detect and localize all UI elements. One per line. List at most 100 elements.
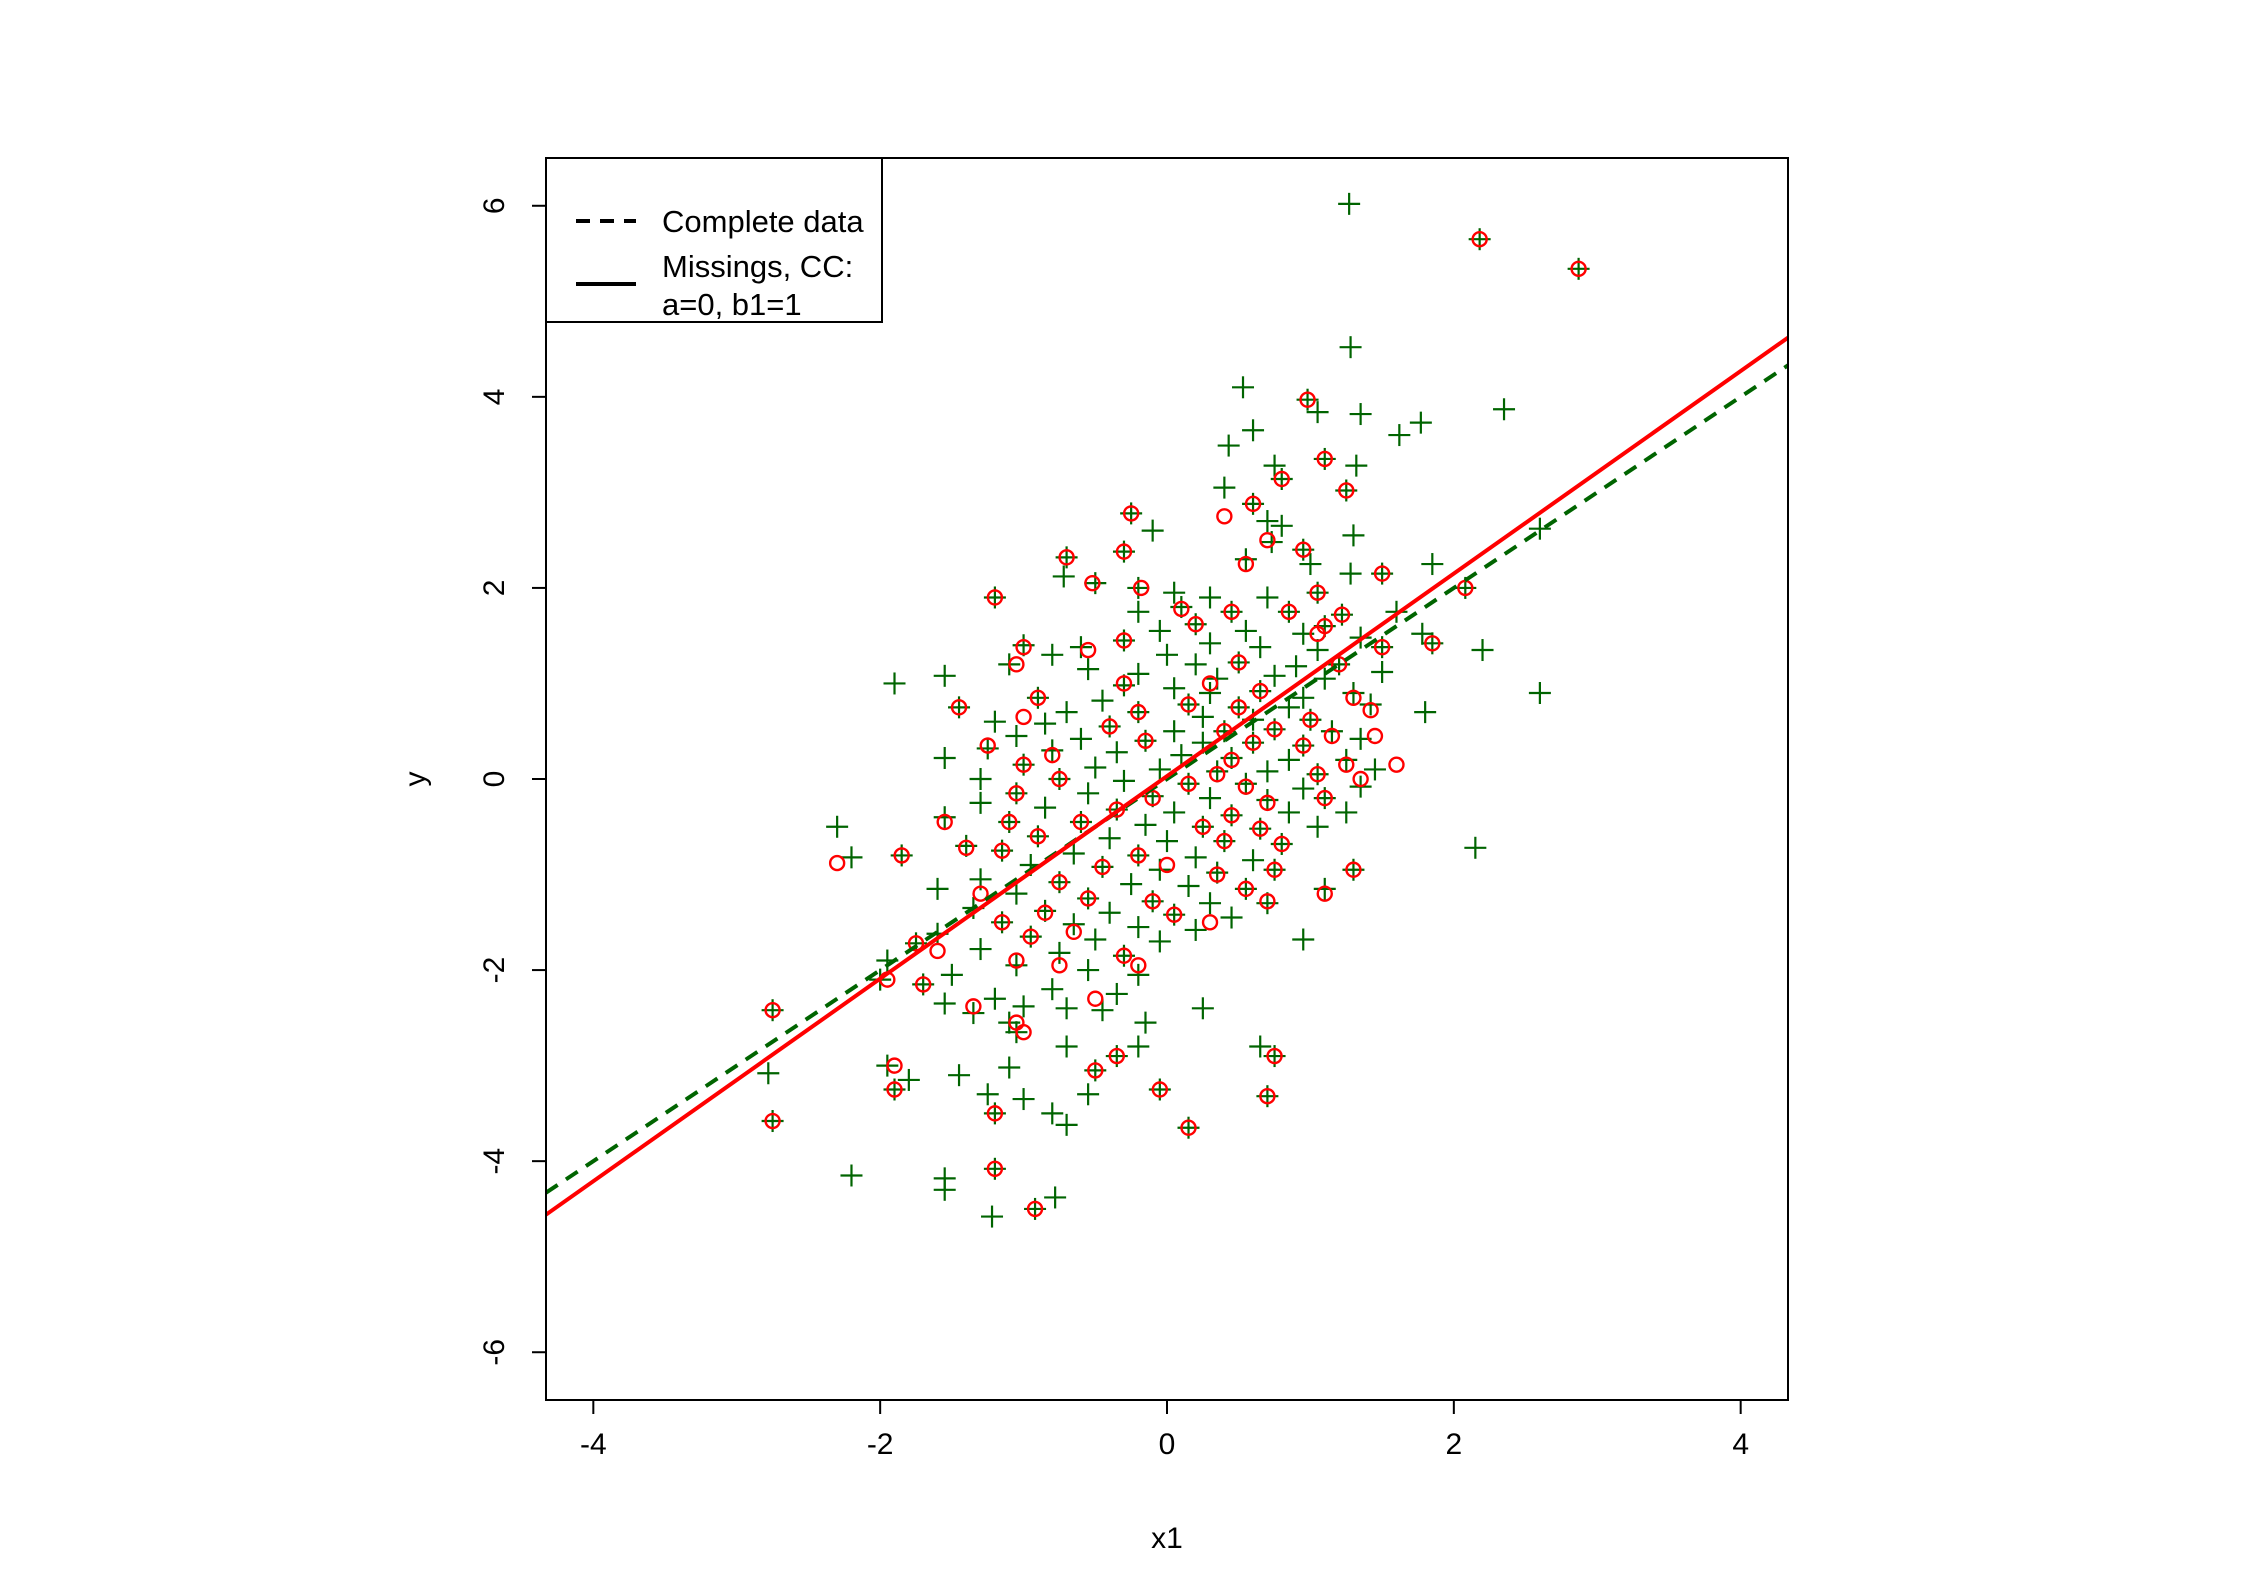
missing-data-point <box>1471 231 1488 248</box>
complete-data-point <box>1184 846 1207 869</box>
complete-data-point <box>1234 548 1257 571</box>
missing-data-point <box>828 854 846 872</box>
complete-data-point <box>1134 813 1157 836</box>
y-axis: -6 -4 -2 0 2 4 6 <box>478 197 547 1366</box>
complete-data-point <box>1220 906 1243 929</box>
complete-data-point <box>1306 815 1329 838</box>
missing-data-point <box>1187 616 1204 633</box>
complete-data-point <box>1388 424 1411 447</box>
complete-data-point <box>840 1164 863 1187</box>
complete-data-point <box>1005 954 1028 977</box>
missing-data-point <box>1273 835 1290 853</box>
complete-data-point <box>1256 510 1279 533</box>
missing-data-point <box>950 699 968 716</box>
missing-data-point <box>907 935 925 952</box>
missing-data-point <box>1252 682 1269 700</box>
complete-data-point <box>1127 600 1150 623</box>
complete-data-point <box>1105 741 1128 764</box>
missing-data-point <box>886 1057 903 1074</box>
complete-data-point <box>976 1083 999 1106</box>
complete-data-point <box>926 877 949 900</box>
complete-data-point <box>1493 398 1516 421</box>
complete-data-point <box>1191 705 1214 728</box>
complete-data-point <box>1306 401 1329 424</box>
missing-data-point <box>1373 638 1391 656</box>
complete-data-point <box>1199 892 1222 915</box>
missing-data-point <box>1044 746 1061 764</box>
complete-data-point <box>1292 686 1315 709</box>
complete-data-point <box>1242 419 1265 442</box>
legend-label-coefficients: a=0, b1=1 <box>662 287 802 322</box>
complete-data-point <box>1306 639 1329 662</box>
y-tick-label: 6 <box>478 197 511 214</box>
complete-data-point <box>1335 748 1358 771</box>
missing-data-point <box>1130 847 1147 864</box>
complete-data-point <box>1127 963 1150 986</box>
x-tick-label: -2 <box>867 1428 894 1461</box>
missing-data-point <box>1079 890 1097 907</box>
missing-data-point <box>1015 1023 1032 1041</box>
missing-data-point <box>1144 789 1161 807</box>
missing-data-point <box>1244 734 1262 751</box>
complete-data-point <box>1148 758 1171 781</box>
complete-data-point <box>1363 758 1386 781</box>
complete-data-point <box>1156 830 1178 853</box>
complete-data-point <box>1342 682 1365 705</box>
complete-data-point <box>1217 434 1240 457</box>
missing-data-point <box>1299 391 1316 408</box>
missing-data-point <box>1180 696 1197 713</box>
missing-data-point <box>1087 1062 1104 1079</box>
missing-data-point <box>1180 775 1197 792</box>
complete-data-point <box>1041 1102 1064 1125</box>
missing-data-point <box>1065 923 1082 941</box>
missing-data-point <box>1295 737 1312 754</box>
complete-data-point <box>1528 517 1551 540</box>
missing-data-point <box>1309 625 1326 642</box>
x-axis-title: x1 <box>1151 1522 1183 1555</box>
complete-data-point <box>933 1178 956 1201</box>
missing-data-point <box>1280 603 1298 621</box>
complete-data-point <box>1044 1186 1067 1209</box>
missing-data-point <box>1015 756 1032 773</box>
complete-data-point <box>1091 689 1114 712</box>
missing-data-point <box>1087 990 1104 1007</box>
complete-data-point <box>1091 999 1114 1022</box>
complete-data-point <box>998 1056 1021 1079</box>
complete-data-point <box>1471 639 1494 662</box>
complete-data-point <box>1234 619 1257 642</box>
complete-data-point <box>1134 1011 1157 1034</box>
complete-data-point <box>1163 677 1186 700</box>
missing-data-point <box>1208 766 1226 783</box>
complete-data-point <box>1069 727 1092 750</box>
missing-data-point <box>1051 957 1068 974</box>
missing-data-point <box>972 885 989 902</box>
complete-data-point <box>1277 748 1300 771</box>
complete-data-point <box>1098 901 1121 924</box>
missing-data-point <box>1345 861 1362 878</box>
complete-data-point <box>933 746 956 769</box>
missing-data-point <box>1094 858 1111 876</box>
missing-data-point <box>764 1112 781 1130</box>
complete-data-point <box>1338 192 1361 215</box>
complete-data-point <box>1048 941 1071 964</box>
complete-data-point <box>1199 682 1222 705</box>
complete-data-point <box>840 846 863 869</box>
complete-data-point <box>1141 519 1164 542</box>
missing-data-point <box>1072 813 1090 831</box>
complete-data-point <box>1199 787 1222 810</box>
complete-data-point <box>1249 1035 1272 1058</box>
complete-data-point <box>948 1064 971 1087</box>
complete-data-point <box>1421 553 1444 576</box>
missing-data-point <box>986 589 1004 606</box>
missing-data-point <box>764 1002 781 1019</box>
missing-data-point <box>1115 675 1133 692</box>
missing-data-point <box>1115 543 1133 560</box>
complete-data-point <box>1127 916 1150 939</box>
missing-data-point <box>1323 727 1341 745</box>
missing-data-point <box>1352 770 1369 788</box>
missing-data-point <box>1108 1047 1126 1065</box>
missing-data-point <box>1266 861 1283 878</box>
complete-data-point <box>1199 632 1222 655</box>
missing-data-point <box>1130 703 1147 721</box>
